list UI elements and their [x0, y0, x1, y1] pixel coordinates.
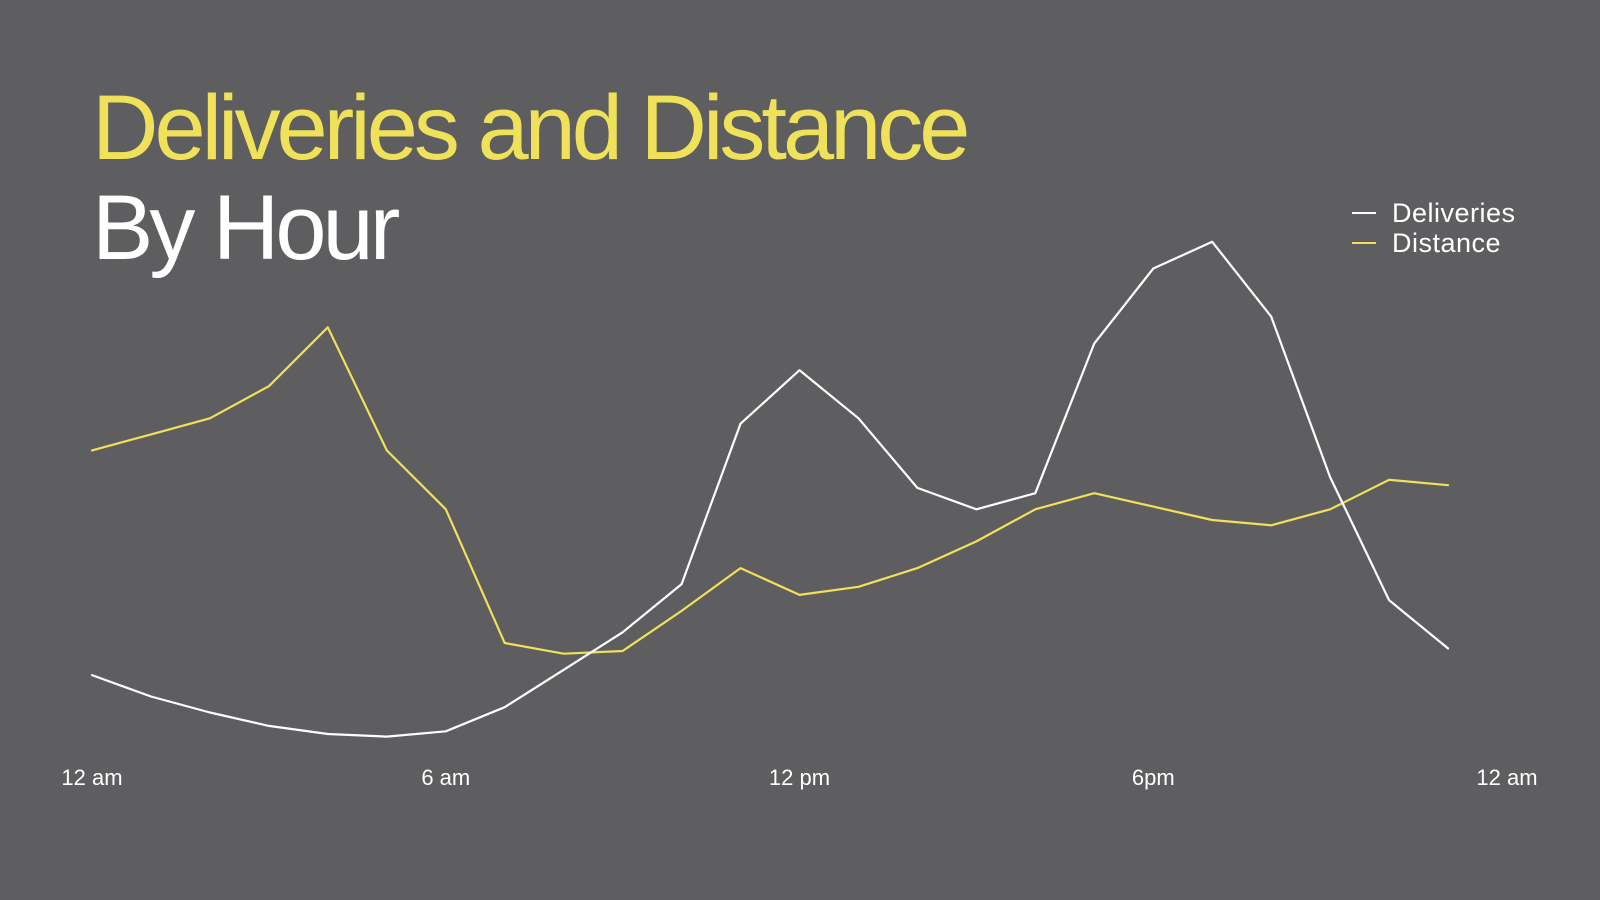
data-point-distance [1032, 506, 1038, 512]
x-tick-label: 12 am [61, 765, 122, 790]
series-line-deliveries [90, 240, 1450, 738]
data-point-distance [1327, 506, 1333, 512]
data-point-distance [620, 648, 626, 654]
data-point-deliveries [89, 672, 95, 678]
legend-label-distance: Distance [1392, 227, 1502, 258]
data-point-distance [1091, 490, 1097, 496]
data-point-distance [679, 608, 685, 614]
data-point-deliveries [856, 415, 862, 421]
data-point-deliveries [914, 485, 920, 491]
x-tick-label: 12 am [1476, 765, 1537, 790]
data-point-deliveries [1091, 340, 1097, 346]
legend-swatch-deliveries [1352, 212, 1376, 214]
data-point-distance [207, 415, 213, 421]
data-point-deliveries [1268, 314, 1274, 320]
data-point-distance [502, 640, 508, 646]
data-point-deliveries [620, 629, 626, 635]
data-point-deliveries [1150, 266, 1156, 272]
data-point-distance [1268, 522, 1274, 528]
data-point-deliveries [1386, 597, 1392, 603]
legend-item-distance: Distance [1352, 228, 1516, 258]
data-point-deliveries [561, 667, 567, 673]
data-point-distance [89, 447, 95, 453]
data-point-deliveries [1327, 474, 1333, 480]
x-tick-label: 6 am [421, 765, 470, 790]
legend-swatch-distance [1352, 242, 1376, 244]
data-point-distance [1209, 517, 1215, 523]
data-point-distance [561, 651, 567, 657]
x-tick-label: 12 pm [769, 765, 830, 790]
data-point-distance [1386, 477, 1392, 483]
data-point-distance [914, 565, 920, 571]
data-point-distance [1445, 482, 1451, 488]
data-point-deliveries [1209, 239, 1215, 245]
x-tick-label: 6pm [1132, 765, 1175, 790]
data-point-distance [148, 431, 154, 437]
data-point-deliveries [1032, 490, 1038, 496]
data-point-distance [1150, 504, 1156, 510]
data-point-deliveries [502, 704, 508, 710]
data-point-deliveries [1445, 645, 1451, 651]
data-point-distance [443, 506, 449, 512]
data-point-distance [266, 383, 272, 389]
data-point-deliveries [266, 723, 272, 729]
series-line-distance [90, 326, 1450, 655]
data-point-distance [325, 324, 331, 330]
data-point-deliveries [738, 421, 744, 427]
legend-item-deliveries: Deliveries [1352, 198, 1516, 228]
data-point-deliveries [797, 367, 803, 373]
data-point-distance [384, 447, 390, 453]
data-point-deliveries [384, 734, 390, 740]
data-point-deliveries [207, 710, 213, 716]
data-point-deliveries [973, 506, 979, 512]
legend-label-deliveries: Deliveries [1392, 197, 1516, 228]
data-point-distance [797, 592, 803, 598]
data-point-distance [856, 584, 862, 590]
chart-legend: Deliveries Distance [1352, 198, 1516, 258]
data-point-deliveries [325, 731, 331, 737]
data-point-distance [738, 565, 744, 571]
data-point-deliveries [148, 694, 154, 700]
chart-title: Deliveries and Distance By Hour [92, 77, 970, 279]
data-point-distance [973, 538, 979, 544]
data-point-deliveries [443, 728, 449, 734]
data-point-deliveries [679, 581, 685, 587]
chart-title-main: Deliveries and Distance [92, 77, 970, 179]
chart-subtitle: By Hour [92, 177, 400, 279]
